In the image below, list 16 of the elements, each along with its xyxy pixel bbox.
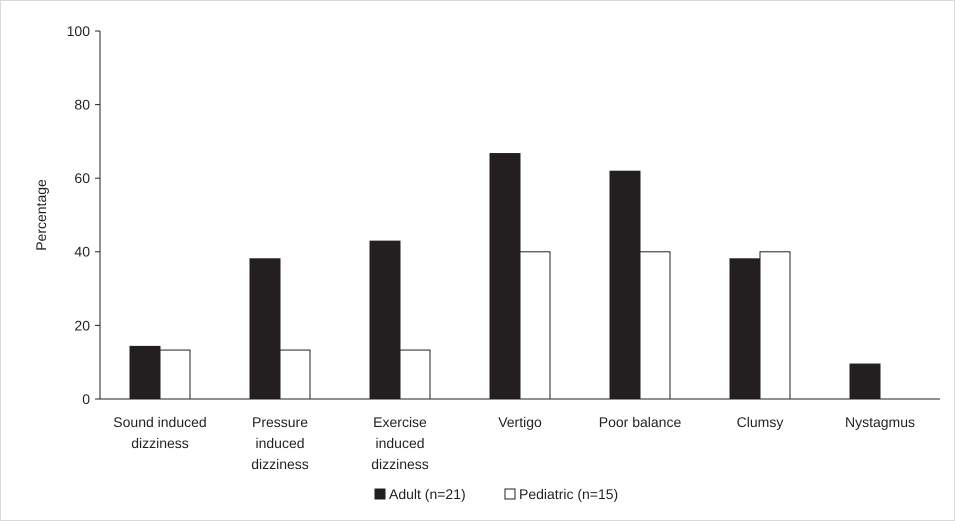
y-tick-label: 0 [82,390,90,407]
y-tick-label: 60 [74,170,90,186]
y-axis-title: Percentage [33,178,49,251]
x-tick-label: Sound induced dizziness [113,414,207,451]
x-tick-label: Exercise induced dizziness [371,414,429,472]
legend-label: Pediatric (n=15) [519,486,618,502]
y-tick-label: 80 [74,96,90,112]
x-tick-label: Nystagmus [844,414,916,430]
y-tick-label: 40 [74,244,90,260]
x-tick-label: Poor balance [598,414,682,430]
x-tick-label: Vertigo [498,414,542,430]
legend-label: Adult (n=21) [389,486,466,502]
y-tick-label: 20 [74,317,90,334]
x-tick-label: Clumsy [736,414,784,430]
x-tick-label: Pressure induced dizziness [251,414,309,472]
y-tick-label: 100 [66,22,90,39]
